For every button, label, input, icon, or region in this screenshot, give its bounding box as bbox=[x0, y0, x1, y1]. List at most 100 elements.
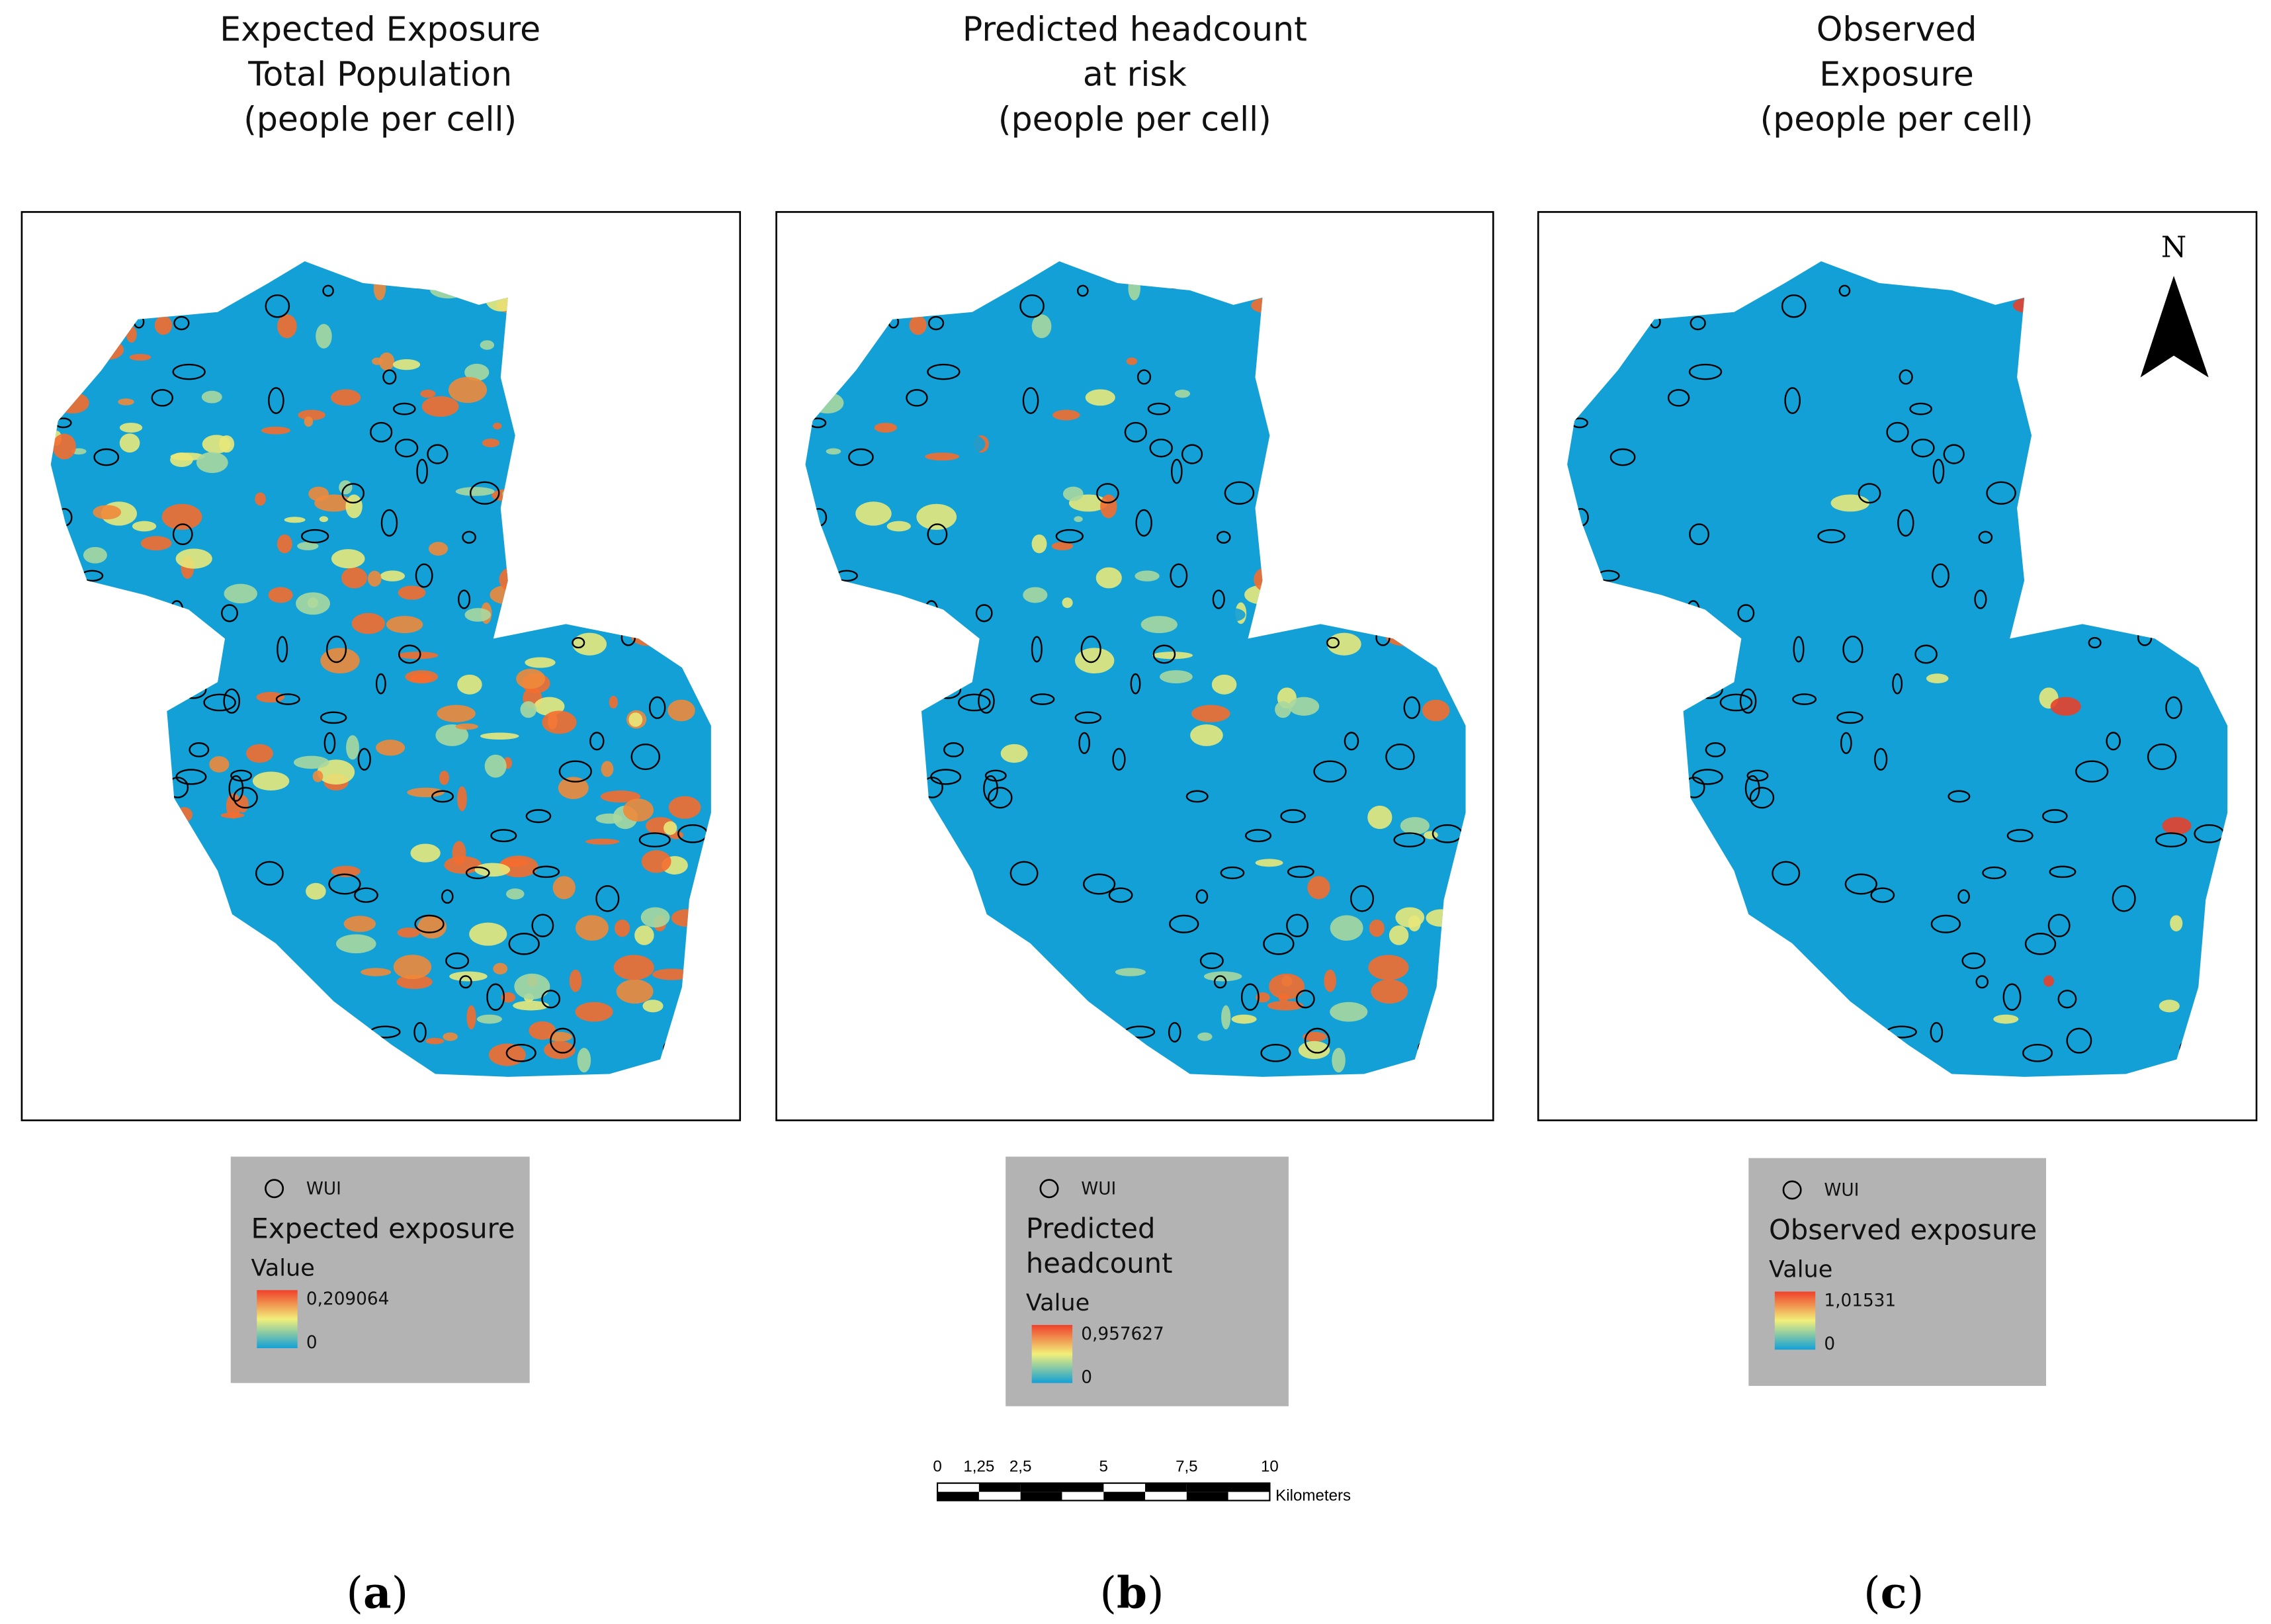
raster-patch bbox=[925, 452, 959, 461]
raster-patch bbox=[501, 992, 516, 1003]
raster-patch bbox=[616, 979, 654, 1004]
wui-outline bbox=[541, 990, 561, 1009]
raster-patch bbox=[393, 955, 432, 980]
caption-paren: ) bbox=[1147, 1568, 1164, 1619]
wui-outline bbox=[1199, 952, 1224, 970]
raster-patch bbox=[622, 798, 654, 822]
wui-outline bbox=[172, 363, 206, 380]
raster-patch bbox=[957, 435, 986, 454]
wui-outline bbox=[1022, 387, 1039, 414]
legend-color-ramp bbox=[1774, 1291, 1816, 1350]
wui-outline bbox=[1705, 742, 1726, 757]
raster-patch bbox=[1031, 314, 1052, 339]
raster-patch bbox=[2159, 1000, 2180, 1013]
raster-patch bbox=[1330, 915, 1363, 941]
scale-bar-tick-label: 7,5 bbox=[1176, 1457, 1198, 1475]
wui-outline bbox=[268, 387, 284, 414]
raster-patch bbox=[1007, 771, 1044, 791]
caption-letter: c bbox=[1881, 1567, 1907, 1619]
wui-outline bbox=[1982, 866, 2006, 880]
raster-patch bbox=[452, 841, 466, 865]
wui-outline bbox=[1136, 369, 1152, 385]
raster-patch bbox=[552, 876, 576, 900]
wui-outline bbox=[328, 873, 361, 895]
wui-outline bbox=[1185, 790, 1209, 803]
wui-outline bbox=[1055, 529, 1084, 544]
north-arrow bbox=[2140, 275, 2209, 378]
wui-outline bbox=[1688, 363, 1723, 380]
wui-outline bbox=[2049, 865, 2077, 878]
wui-outline bbox=[1986, 481, 2016, 505]
raster-patch bbox=[52, 433, 76, 460]
panel-title: Expected Exposure bbox=[220, 10, 540, 49]
raster-patch bbox=[443, 1032, 458, 1041]
raster-patch bbox=[428, 542, 449, 556]
wui-outline bbox=[1948, 790, 1971, 803]
raster-patch bbox=[277, 314, 297, 339]
wui-outline bbox=[233, 787, 258, 809]
raster-patch bbox=[119, 433, 140, 453]
raster-patch bbox=[1389, 925, 1409, 945]
wui-outline bbox=[943, 742, 964, 757]
wui-outline bbox=[2147, 743, 2177, 771]
wui-outline bbox=[1784, 387, 1801, 414]
panel-title: (people per cell) bbox=[998, 100, 1271, 139]
raster-patch bbox=[284, 517, 306, 523]
scale-bar-segment bbox=[1020, 1492, 1062, 1501]
legend-max: 0,957627 bbox=[1081, 1324, 1164, 1344]
wui-outline bbox=[848, 448, 874, 466]
wui-outline bbox=[416, 458, 428, 484]
wui-outline bbox=[595, 885, 620, 912]
wui-outline bbox=[2112, 885, 2136, 912]
wui-outline bbox=[1957, 889, 1970, 904]
raster-patch bbox=[1267, 1000, 1304, 1011]
wui-outline bbox=[1897, 509, 1914, 537]
panel-caption: (c) bbox=[1864, 1567, 1924, 1619]
legend-value-label: Value bbox=[1026, 1289, 1090, 1316]
raster-patch bbox=[542, 710, 577, 734]
raster-patch bbox=[256, 691, 285, 703]
wui-outline bbox=[1792, 693, 1817, 705]
raster-patch bbox=[346, 735, 359, 760]
wui-outline bbox=[978, 688, 995, 714]
panel-caption: (a) bbox=[346, 1567, 408, 1619]
wui-outline bbox=[1195, 889, 1209, 904]
wui-outline bbox=[1914, 644, 1938, 664]
legend-title: Expected exposure bbox=[251, 1212, 515, 1244]
wui-outline bbox=[2047, 914, 2071, 937]
raster-patch bbox=[118, 398, 134, 406]
wui-outline bbox=[531, 914, 554, 937]
wui-outline bbox=[1793, 636, 1805, 663]
wui-outline bbox=[1031, 636, 1043, 663]
wui-outline bbox=[1858, 483, 1881, 504]
wui-outline bbox=[189, 742, 210, 757]
wui-outline bbox=[1313, 760, 1347, 783]
wui-outline bbox=[1096, 483, 1119, 504]
raster-patch bbox=[306, 882, 326, 900]
caption-paren: ) bbox=[1907, 1568, 1924, 1619]
raster-patch bbox=[480, 732, 519, 740]
wui-outline bbox=[1870, 887, 1895, 903]
raster-patch bbox=[1100, 735, 1114, 760]
raster-patch bbox=[252, 771, 290, 791]
raster-patch bbox=[1231, 1014, 1257, 1024]
wui-outline bbox=[255, 861, 284, 886]
raster-patch bbox=[855, 501, 892, 526]
raster-patch bbox=[361, 968, 392, 976]
raster-patch bbox=[209, 756, 230, 773]
raster-patch bbox=[2162, 817, 2192, 835]
scale-bar-unit: Kilometers bbox=[1275, 1486, 1351, 1504]
raster-patch bbox=[1135, 570, 1160, 581]
scale-bar-segment bbox=[937, 1492, 979, 1501]
raster-patch bbox=[367, 570, 382, 587]
wui-outline bbox=[505, 1044, 536, 1062]
raster-patch bbox=[129, 354, 151, 361]
wui-outline bbox=[2066, 1027, 2092, 1054]
raster-patch bbox=[513, 1000, 549, 1011]
raster-patch bbox=[237, 795, 249, 813]
wui-outline bbox=[370, 421, 393, 443]
legend-min: 0 bbox=[306, 1333, 318, 1353]
raster-patch bbox=[480, 340, 495, 350]
raster-patch bbox=[1830, 494, 1869, 512]
raster-patch bbox=[1133, 352, 1149, 371]
